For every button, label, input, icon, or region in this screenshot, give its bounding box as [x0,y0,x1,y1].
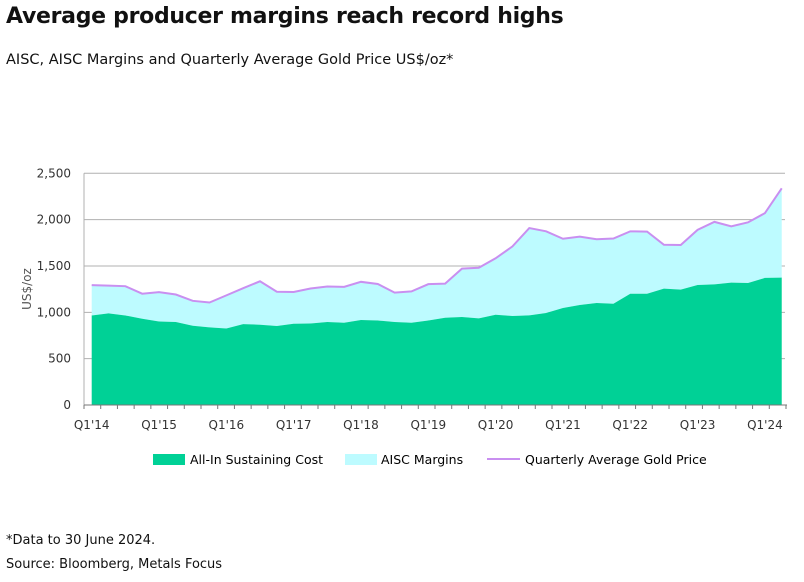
legend-label-margins: AISC Margins [381,452,463,467]
legend-label-aisc: All-In Sustaining Cost [190,452,323,467]
aisc-area [91,277,782,405]
x-tick-label: Q1'14 [74,418,110,432]
legend-swatch-margins [345,454,377,465]
y-tick-label: 2,500 [37,166,71,180]
aisc-margins-area [91,188,782,329]
x-tick-label: Q1'19 [410,418,446,432]
legend-label-gold: Quarterly Average Gold Price [525,452,707,467]
x-tick-label: Q1'17 [276,418,312,432]
x-tick-label: Q1'22 [612,418,648,432]
chart-subtitle: AISC, AISC Margins and Quarterly Average… [6,52,454,68]
legend-swatch-aisc [153,454,185,465]
gold-price-line [91,187,783,304]
y-tick-label: 0 [63,398,71,412]
x-tick-label: Q1'16 [209,418,245,432]
y-tick-label: 500 [48,352,71,366]
x-tick-label: Q1'21 [545,418,581,432]
x-tick-label: Q1'20 [478,418,514,432]
y-tick-label: 2,000 [37,213,71,227]
source-note: Source: Bloomberg, Metals Focus [6,557,223,572]
axes: 0 500 1,000 1,500 2,000 2,500 Q1'14 Q1'15 Q1'16 Q… [37,166,787,432]
x-tick-label: Q1'15 [141,418,177,432]
footnote: *Data to 30 June 2024. [6,533,156,548]
y-tick-label: 1,000 [37,305,71,319]
x-tick-label: Q1'18 [343,418,379,432]
chart-title: Average producer margins reach record hi… [6,4,564,29]
y-tick-label: 1,500 [37,259,71,273]
y-axis-label: US$/oz [20,268,34,310]
x-tick-label: Q1'23 [680,418,716,432]
x-tick-label: Q1'24 [747,418,783,432]
chart-svg: 0 500 1,000 1,500 2,000 2,500 Q1'14 Q1'15 Q1'16 Q… [20,166,787,467]
legend: All-In Sustaining Cost AISC Margins Quar… [153,452,707,467]
